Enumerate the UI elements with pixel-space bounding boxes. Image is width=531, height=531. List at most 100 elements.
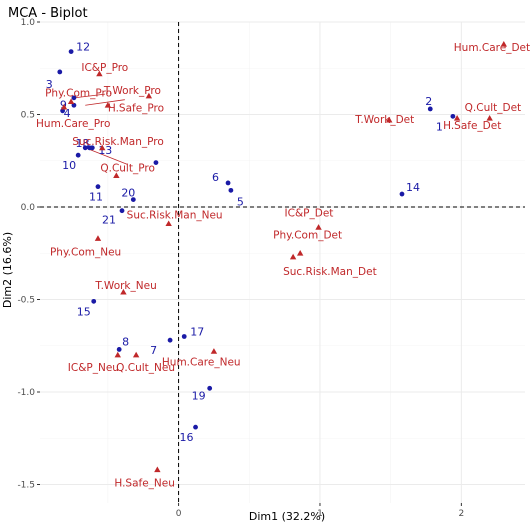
- variable-label: Hum.Care_Pro: [36, 118, 110, 130]
- individual-point: [450, 113, 456, 119]
- individual-label: 14: [406, 181, 420, 194]
- y-tick-label: -1.5: [17, 481, 35, 491]
- individual-point: [75, 152, 81, 158]
- individual-label: 11: [89, 191, 103, 204]
- individual-label: 6: [212, 171, 219, 184]
- individual-point: [193, 424, 198, 430]
- individual-label: 12: [76, 41, 90, 54]
- variable-point: [486, 115, 493, 121]
- variable-label: H.Safe_Neu: [114, 478, 175, 490]
- variable-point: [289, 253, 297, 260]
- x-axis-label: Dim1 (32.2%): [249, 510, 325, 523]
- variable-point: [67, 98, 75, 104]
- individual-label: 9: [60, 98, 67, 111]
- y-tick-label: -1.0: [17, 388, 35, 398]
- x-tick-label: 1: [317, 509, 323, 519]
- variable-label: H.Safe_Pro: [108, 102, 164, 114]
- variable-label: Suc.Risk.Man_Neu: [127, 210, 223, 222]
- variable-point: [386, 116, 393, 123]
- individual-label: 3: [46, 78, 53, 91]
- variable-label: Q.Cult_Neu: [116, 362, 175, 374]
- individual-point: [116, 347, 122, 352]
- y-tick-label: 0.5: [21, 111, 35, 121]
- variable-point: [94, 235, 102, 241]
- chart-title: MCA - Biplot: [8, 6, 88, 21]
- variable-label: Q.Cult_Det: [465, 102, 522, 114]
- individual-point: [228, 187, 234, 193]
- individual-point: [167, 337, 173, 343]
- y-tick-label: 0.0: [21, 203, 36, 213]
- variable-point: [315, 224, 322, 230]
- variable-label: Phy.Com_Det: [273, 229, 342, 241]
- individual-label: 5: [237, 195, 244, 208]
- individual-point: [181, 334, 187, 339]
- y-tick-label: 1.0: [21, 18, 36, 28]
- variable-label: Q.Cult_Pro: [100, 163, 155, 175]
- individual-point: [427, 106, 433, 112]
- individual-label: 19: [192, 389, 206, 402]
- individual-label: 16: [180, 431, 194, 444]
- variable-point: [165, 220, 172, 227]
- individual-point: [225, 180, 231, 186]
- individual-point: [60, 108, 66, 114]
- variable-label: Suc.Risk.Man_Pro: [72, 136, 164, 148]
- individual-point: [71, 102, 77, 108]
- variable-label: IC&P_Det: [285, 207, 334, 219]
- individual-label: 10: [62, 159, 76, 172]
- individual-label: 17: [190, 326, 204, 339]
- individual-point: [153, 160, 159, 166]
- variable-label: Hum.Care_Det: [454, 42, 530, 54]
- label-connector-line: [85, 147, 128, 165]
- individual-label: 21: [102, 214, 116, 227]
- individual-point: [57, 69, 63, 75]
- individual-label: 7: [150, 344, 157, 357]
- variable-point: [99, 144, 106, 151]
- variable-point: [120, 288, 127, 295]
- variable-point: [210, 348, 218, 354]
- individual-point: [399, 191, 405, 197]
- x-tick-label: 0: [176, 509, 182, 519]
- variable-label: IC&P_Neu: [68, 362, 119, 374]
- individual-label: 2: [425, 95, 432, 108]
- variable-point: [154, 466, 161, 473]
- variable-label: Phy.Com_Neu: [50, 246, 121, 258]
- individual-label: 4: [64, 107, 71, 120]
- individual-point: [119, 208, 125, 214]
- variable-label: T.Work_Det: [354, 114, 414, 126]
- individual-label: 20: [121, 187, 135, 200]
- variable-point: [113, 172, 120, 178]
- individual-point: [95, 184, 101, 190]
- individual-label: 8: [122, 335, 129, 348]
- individual-point: [82, 145, 88, 151]
- variable-point: [114, 351, 121, 358]
- variable-point: [145, 92, 153, 99]
- x-tick-label: 2: [459, 509, 465, 519]
- variable-label: Suc.Risk.Man_Det: [283, 266, 377, 278]
- y-tick-label: -0.5: [17, 296, 35, 306]
- individual-point: [71, 95, 77, 101]
- individual-label: 15: [77, 305, 91, 318]
- variable-label: T.Work_Neu: [94, 280, 156, 292]
- variable-point: [60, 103, 68, 110]
- y-axis-label: Dim2 (16.6%): [1, 232, 14, 308]
- plot-area: 0 1 2-1.5-1.0-0.50.00.51.01234567891011121…: [17, 18, 530, 519]
- variable-label: Hum.Care_Neu: [162, 356, 241, 368]
- variable-point: [500, 41, 507, 47]
- variable-point: [132, 351, 140, 358]
- variable-label: T.Work_Pro: [103, 85, 161, 97]
- variable-point: [296, 250, 304, 256]
- individual-label: 1: [436, 120, 443, 133]
- individual-point: [91, 298, 97, 304]
- label-connector-line: [73, 93, 106, 99]
- variable-point: [453, 115, 461, 121]
- individual-point: [130, 197, 136, 203]
- label-connector-line: [85, 99, 125, 106]
- variable-label: IC&P_Pro: [81, 62, 128, 74]
- variable-point: [96, 70, 103, 77]
- individual-point: [207, 385, 213, 391]
- variable-label: Phy.Com_Pro: [45, 88, 112, 100]
- variable-point: [104, 102, 112, 108]
- individual-point: [87, 145, 92, 151]
